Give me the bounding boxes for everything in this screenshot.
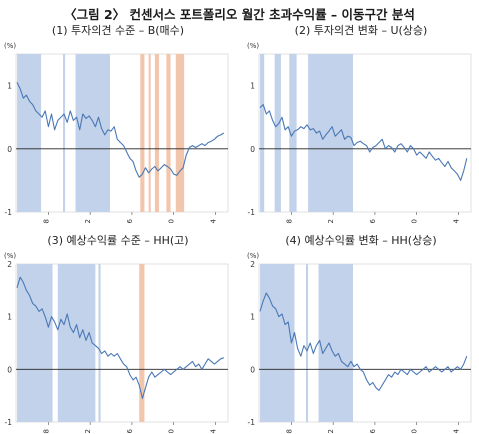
shaded-period-up	[62, 54, 66, 212]
y-tick-label: -1	[248, 208, 256, 217]
y-tick-label: 0	[250, 145, 255, 154]
x-tick-label: '16	[126, 428, 134, 434]
chart-panel-4: (4) 예상수익률 변화 – HH(상승) (%) -1 0 1 2 '08 '12 '16 '…	[243, 232, 479, 434]
y-tick-label: 0	[7, 365, 12, 374]
x-tick-label: '16	[126, 218, 134, 224]
shaded-period-up	[57, 264, 96, 422]
x-tick-label: '16	[369, 428, 377, 434]
y-tick-label: 0	[7, 145, 12, 154]
x-tick-label: '12	[327, 429, 335, 434]
x-tick-label: '24	[209, 428, 217, 434]
y-tick-label: -1	[5, 208, 13, 217]
y-tick-label: 1	[250, 313, 255, 322]
shaded-period-up	[318, 264, 353, 422]
chart-svg-1: (%) -1 0 1 '08 '12 '16 '20 '24	[4, 42, 229, 224]
shaded-period-up	[274, 54, 281, 212]
chart-svg-4: (%) -1 0 1 2 '08 '12 '16 '20 '24	[247, 252, 472, 434]
series-line	[259, 104, 468, 181]
y-tick-label: 1	[7, 82, 12, 91]
shaded-period-down	[154, 54, 160, 212]
chart-title-4: (4) 예상수익률 변화 – HH(상승)	[285, 234, 437, 247]
x-tick-label: '20	[411, 429, 419, 434]
shaded-period-up	[17, 54, 42, 212]
shaded-period-up	[260, 264, 295, 422]
plot-area	[15, 53, 229, 213]
chart-svg-3: (%) -1 0 1 2 '08 '12 '16 '20 '24	[4, 252, 229, 434]
shaded-period-down	[148, 54, 151, 212]
x-tick-label: '20	[168, 219, 176, 224]
y-axis-unit: (%)	[4, 252, 16, 260]
shaded-period-up	[308, 54, 353, 212]
shaded-period-down	[175, 54, 185, 212]
shaded-period-up	[260, 54, 265, 212]
x-tick-label: '12	[84, 219, 92, 224]
chart-panel-3: (3) 예상수익률 수준 – HH(고) (%) -1 0 1 2 '08 '12 '16 '2…	[0, 232, 236, 434]
y-tick-label: 1	[250, 82, 255, 91]
shaded-period-up	[98, 264, 101, 422]
series-line	[16, 276, 224, 399]
chart-panel-2: (2) 투자의견 변화 – U(상승) (%) -1 0 1 '08 '12 '16 '20 '…	[243, 22, 479, 224]
shaded-period-up	[305, 264, 309, 422]
x-tick-label: '20	[168, 429, 176, 434]
shaded-period-up	[75, 54, 110, 212]
y-tick-label: -1	[248, 418, 256, 427]
shaded-period-up	[17, 264, 53, 422]
x-tick-label: '24	[209, 218, 217, 224]
chart-svg-2: (%) -1 0 1 '08 '12 '16 '20 '24	[247, 42, 472, 224]
y-axis-unit: (%)	[247, 42, 259, 50]
x-tick-label: '08	[42, 219, 50, 224]
shaded-period-down	[166, 54, 171, 212]
x-tick-label: '08	[42, 429, 50, 434]
series-line	[16, 82, 225, 178]
y-tick-label: 2	[250, 260, 255, 269]
y-axis-unit: (%)	[247, 252, 259, 260]
x-tick-label: '12	[84, 429, 92, 434]
chart-title-2: (2) 투자의견 변화 – U(상승)	[294, 24, 428, 37]
x-tick-label: '16	[369, 218, 377, 224]
x-tick-label: '24	[452, 428, 460, 434]
x-tick-label: '12	[327, 219, 335, 224]
x-tick-label: '24	[452, 218, 460, 224]
x-tick-label: '08	[285, 219, 293, 224]
shaded-period-down	[140, 54, 145, 212]
x-tick-label: '08	[285, 429, 293, 434]
chart-title-1: (1) 투자의견 수준 – B(매수)	[51, 24, 185, 37]
y-tick-label: -1	[5, 418, 13, 427]
chart-panel-1: (1) 투자의견 수준 – B(매수) (%) -1 0 1 '08 '12 '16 '20 '…	[0, 22, 236, 224]
shaded-period-down	[139, 264, 145, 422]
series-line	[259, 292, 468, 391]
y-tick-label: 1	[7, 313, 12, 322]
y-tick-label: 0	[250, 365, 255, 374]
y-tick-label: 2	[7, 260, 12, 269]
figure-title: 〈그림 2〉 컨센서스 포트폴리오 월간 초과수익률 – 이동구간 분석	[64, 7, 415, 22]
y-axis-unit: (%)	[4, 42, 16, 50]
chart-title-3: (3) 예상수익률 수준 – HH(고)	[47, 234, 189, 247]
x-tick-label: '20	[411, 219, 419, 224]
